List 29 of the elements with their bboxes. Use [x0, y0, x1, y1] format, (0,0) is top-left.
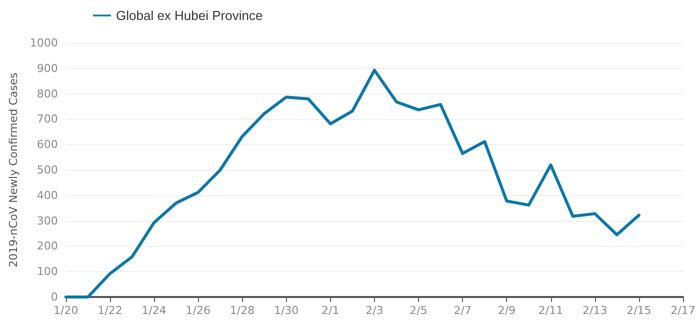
x-tick-label: 1/22: [98, 304, 122, 317]
x-tick-label: 2/3: [366, 304, 384, 317]
y-tick-label: 400: [36, 188, 58, 202]
x-tick-label: 1/28: [230, 304, 255, 317]
y-tick-label: 700: [36, 112, 58, 126]
x-tick-label: 1/24: [142, 304, 166, 317]
y-tick-label: 600: [36, 138, 58, 152]
y-tick-label: 200: [36, 240, 58, 253]
y-axis-title: 2019-nCoV Newly Confirmed Cases: [7, 72, 20, 268]
x-tick-label: 1/26: [186, 304, 210, 317]
x-tick-label: 2/5: [410, 304, 428, 317]
y-tick-label: 100: [36, 265, 58, 278]
y-tick-label: 800: [36, 87, 58, 100]
legend-label: Global ex Hubei Province: [116, 8, 263, 23]
y-tick-label: 900: [36, 62, 58, 75]
y-tick-label: 500: [36, 164, 58, 176]
x-tick-label: 1/30: [274, 304, 299, 317]
x-tick-label: 2/9: [498, 304, 516, 317]
x-tick-label: 2/13: [582, 304, 608, 317]
x-tick-label: 2/7: [454, 304, 472, 317]
x-tick-label: 2/1: [322, 304, 340, 317]
x-tick-label: 2/17: [670, 304, 696, 317]
x-tick-label: 2/15: [626, 304, 652, 317]
y-tick-label: 0: [50, 290, 58, 304]
x-tick-label: 1/20: [54, 304, 78, 317]
line-series: [64, 68, 640, 298]
y-tick-label: 300: [36, 214, 58, 228]
x-tick-label: 2/11: [538, 304, 564, 317]
y-tick-label: 1000: [30, 36, 58, 50]
